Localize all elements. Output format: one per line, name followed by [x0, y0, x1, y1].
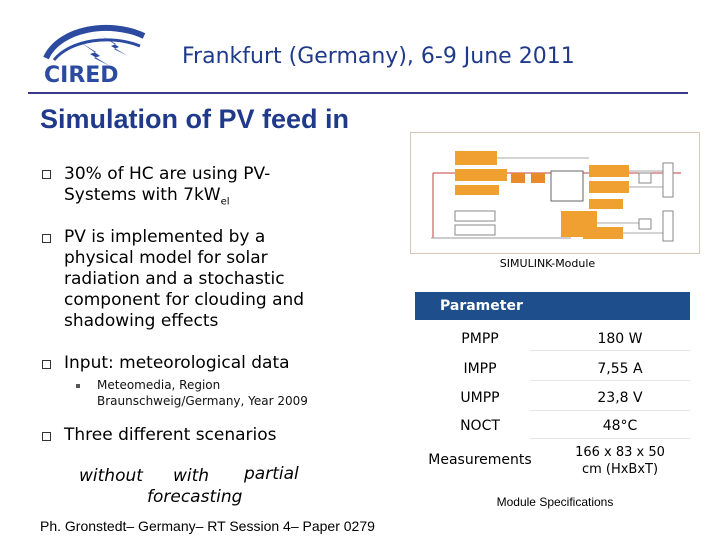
scenario-forecasting: forecasting: [147, 487, 243, 507]
simulink-caption: SIMULINK-Module: [499, 257, 596, 270]
param-name: Measurements: [428, 452, 532, 468]
param-value: 48°C: [602, 418, 638, 434]
row-divider: [530, 438, 690, 439]
scenario-without: without: [79, 466, 143, 486]
header-divider: [28, 92, 688, 94]
parameter-table-header: Parameter: [415, 292, 690, 320]
slide-title: Simulation of PV feed in: [40, 104, 350, 134]
param-value: 180 W: [597, 331, 643, 347]
scenario-with: with: [173, 466, 210, 486]
bullet-marker-2: [42, 234, 51, 243]
param-name: IMPP: [463, 361, 497, 377]
scenario-partial: partial: [244, 464, 299, 484]
module-specifications-caption: Module Specifications: [496, 495, 614, 509]
bullet-2-text: PV is implemented by a physical model fo…: [64, 227, 305, 331]
bullet-marker-3: [42, 360, 51, 369]
sub-bullet-marker: [76, 384, 80, 388]
bullet-1-text: 30% of HC are using PV- Systems with 7kW…: [64, 164, 271, 208]
sub-bullet-text: Meteomedia, Region Braunschweig/Germany,…: [97, 378, 308, 408]
bullet-4-text: Three different scenarios: [64, 425, 277, 445]
parameter-header-label: Parameter: [440, 298, 523, 314]
bullet-marker-1: [42, 170, 51, 179]
param-value: 166 x 83 x 50 cm (HxBxT): [575, 445, 665, 477]
param-name: NOCT: [460, 418, 500, 434]
conference-header: Frankfurt (Germany), 6-9 June 2011: [182, 44, 575, 69]
row-divider: [530, 380, 690, 381]
row-divider: [530, 350, 690, 351]
param-name: UMPP: [460, 390, 500, 406]
simulink-diagram: [410, 132, 700, 254]
row-divider: [530, 410, 690, 411]
bullet-marker-4: [42, 432, 51, 441]
param-name: PMPP: [461, 331, 499, 347]
cired-logo: CIRED: [40, 22, 150, 88]
svg-text:CIRED: CIRED: [44, 63, 119, 88]
footer: Ph. Gronstedt– Germany– RT Session 4– Pa…: [40, 518, 375, 534]
bullet-3-text: Input: meteorological data: [64, 353, 290, 373]
param-value: 23,8 V: [597, 390, 643, 406]
param-value: 7,55 A: [597, 361, 643, 377]
